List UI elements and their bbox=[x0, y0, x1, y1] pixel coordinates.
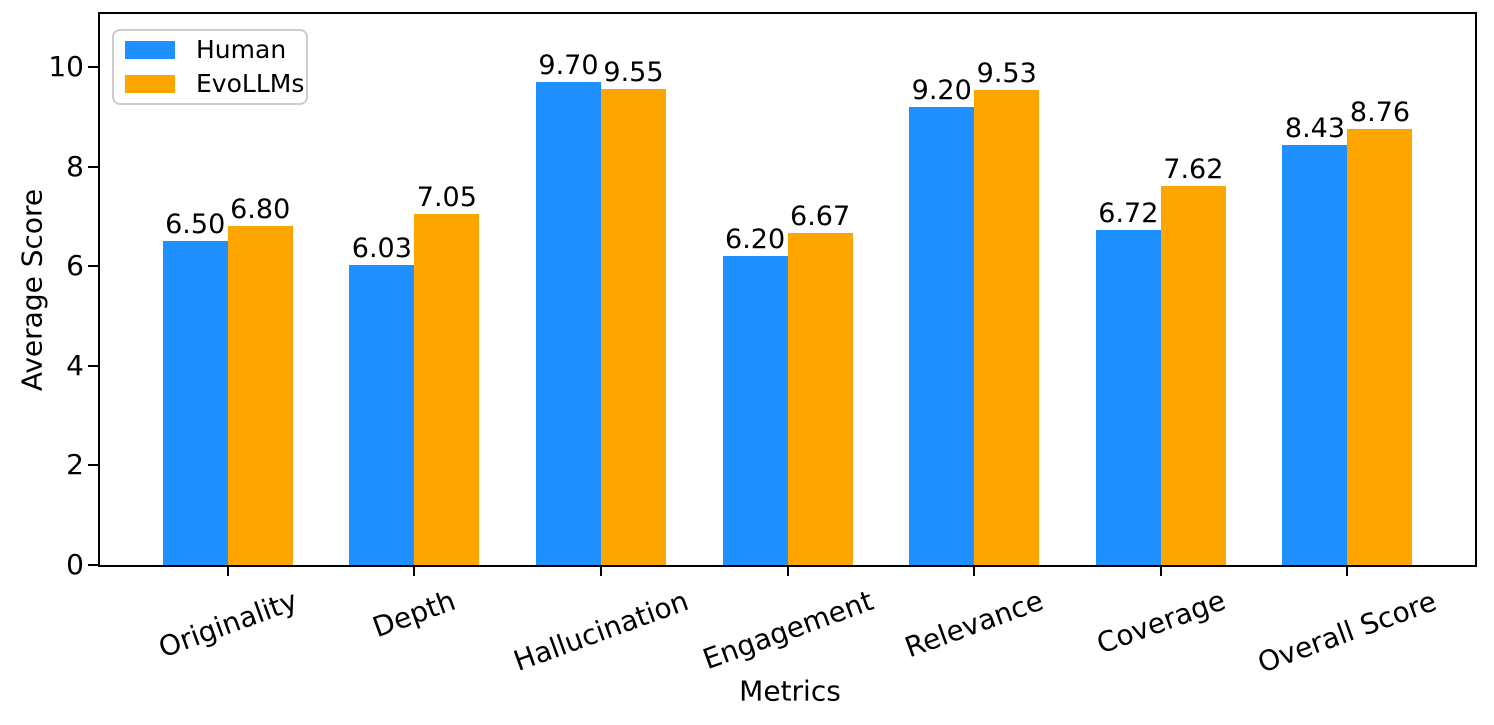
x-tick-label-relevance: Relevance bbox=[900, 583, 1048, 665]
legend: Human EvoLLMs bbox=[112, 29, 308, 105]
y-tick-0 bbox=[88, 564, 98, 566]
x-tick-hallucination bbox=[599, 567, 602, 576]
bar-human-engagement bbox=[722, 256, 788, 565]
bar-human-overall-score bbox=[1282, 145, 1348, 565]
y-tick-label-0: 0 bbox=[66, 548, 84, 581]
x-tick-coverage bbox=[1159, 567, 1162, 576]
x-tick-label-overall-score: Overall Score bbox=[1253, 583, 1442, 680]
bar-evollms-hallucination bbox=[600, 89, 666, 565]
y-tick-10 bbox=[88, 66, 98, 68]
legend-item-human: Human bbox=[125, 37, 306, 63]
y-tick-label-10: 10 bbox=[48, 50, 84, 83]
bar-value-label-evollms-engagement: 6.67 bbox=[790, 200, 851, 232]
x-tick-relevance bbox=[973, 567, 976, 576]
bar-value-label-human-originality: 6.50 bbox=[165, 209, 226, 241]
bar-evollms-overall-score bbox=[1347, 128, 1413, 565]
bar-value-label-human-engagement: 6.20 bbox=[725, 224, 786, 256]
y-tick-4 bbox=[88, 364, 98, 367]
bar-value-label-human-overall-score: 8.43 bbox=[1284, 113, 1346, 145]
x-tick-depth bbox=[413, 567, 416, 576]
x-tick-label-coverage: Coverage bbox=[1092, 583, 1230, 661]
bar-evollms-relevance bbox=[974, 90, 1040, 565]
bar-human-hallucination bbox=[535, 81, 601, 565]
y-tick-2 bbox=[88, 464, 98, 467]
bar-value-label-evollms-depth: 7.05 bbox=[416, 181, 477, 213]
legend-swatch-human-icon bbox=[125, 41, 175, 59]
x-axis-title: Metrics bbox=[739, 674, 841, 708]
bar-value-label-evollms-relevance: 9.53 bbox=[976, 58, 1037, 90]
y-tick-label-6: 6 bbox=[66, 249, 84, 283]
bar-evollms-coverage bbox=[1160, 185, 1226, 565]
y-tick-label-4: 4 bbox=[66, 348, 84, 382]
bar-value-label-evollms-coverage: 7.62 bbox=[1163, 153, 1224, 185]
bar-value-label-human-depth: 6.03 bbox=[351, 232, 412, 264]
y-tick-label-2: 2 bbox=[66, 448, 84, 482]
bar-human-relevance bbox=[909, 106, 975, 565]
x-tick-label-hallucination: Hallucination bbox=[509, 583, 693, 678]
x-tick-label-originality: Originality bbox=[153, 583, 302, 665]
bar-human-coverage bbox=[1095, 230, 1161, 565]
x-tick-label-depth: Depth bbox=[368, 583, 461, 645]
legend-label-evollms: EvoLLMs bbox=[196, 69, 305, 98]
bar-value-label-human-hallucination: 9.70 bbox=[538, 49, 599, 81]
y-tick-6 bbox=[88, 265, 98, 268]
bar-evollms-engagement bbox=[787, 232, 853, 565]
bar-value-label-evollms-overall-score: 8.76 bbox=[1349, 96, 1411, 128]
bar-value-label-human-coverage: 6.72 bbox=[1098, 198, 1159, 230]
x-tick-label-engagement: Engagement bbox=[698, 583, 878, 677]
bar-human-depth bbox=[349, 264, 415, 565]
legend-swatch-evollms-icon bbox=[125, 75, 175, 93]
y-tick-8 bbox=[88, 165, 98, 168]
x-tick-engagement bbox=[786, 567, 789, 576]
x-tick-overall-score bbox=[1346, 567, 1349, 576]
legend-label-human: Human bbox=[196, 35, 287, 64]
bar-human-originality bbox=[162, 241, 228, 565]
y-tick-label-8: 8 bbox=[66, 149, 84, 183]
legend-item-evollms: EvoLLMs bbox=[125, 71, 306, 97]
bar-value-label-evollms-hallucination: 9.55 bbox=[603, 57, 664, 89]
bar-evollms-originality bbox=[227, 226, 293, 565]
bar-evollms-depth bbox=[414, 213, 480, 565]
bar-value-label-evollms-originality: 6.80 bbox=[230, 194, 291, 226]
bar-value-label-human-relevance: 9.20 bbox=[911, 74, 972, 106]
x-tick-originality bbox=[226, 567, 229, 576]
